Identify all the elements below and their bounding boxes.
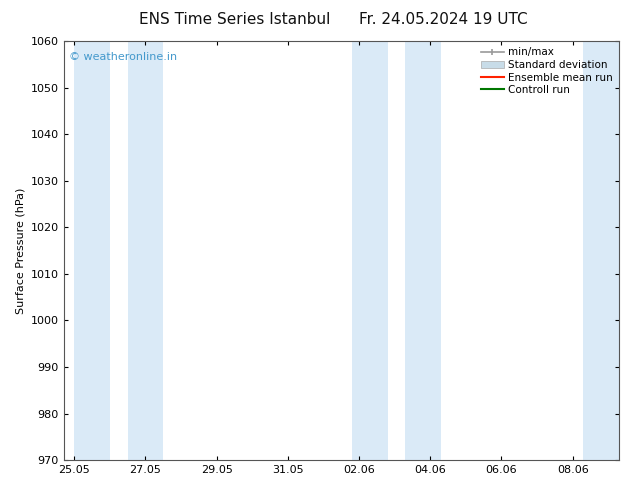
Bar xyxy=(127,41,163,460)
Text: Fr. 24.05.2024 19 UTC: Fr. 24.05.2024 19 UTC xyxy=(359,12,528,27)
Legend: min/max, Standard deviation, Ensemble mean run, Controll run: min/max, Standard deviation, Ensemble me… xyxy=(477,43,617,99)
Text: ENS Time Series Istanbul: ENS Time Series Istanbul xyxy=(139,12,330,27)
Text: © weatheronline.in: © weatheronline.in xyxy=(69,51,178,62)
Bar xyxy=(352,41,387,460)
Bar xyxy=(74,41,110,460)
Y-axis label: Surface Pressure (hPa): Surface Pressure (hPa) xyxy=(15,187,25,314)
Bar xyxy=(405,41,441,460)
Bar xyxy=(583,41,619,460)
